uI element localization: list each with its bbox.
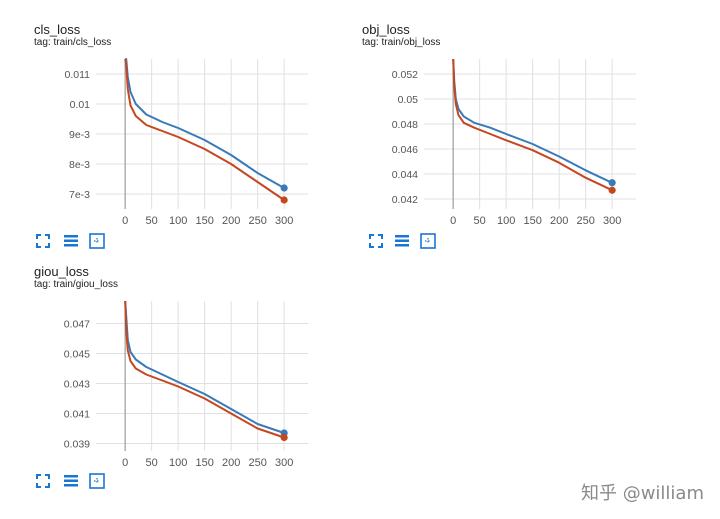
expand-icon[interactable] bbox=[34, 232, 52, 250]
y-tick-label: 0.048 bbox=[392, 119, 418, 131]
chart-title: giou_loss bbox=[34, 264, 89, 279]
expand-icon[interactable] bbox=[367, 232, 385, 250]
series-end-point bbox=[280, 196, 288, 204]
fit-domain-icon[interactable] bbox=[88, 232, 106, 250]
line-chart[interactable]: 0 50 100 150 200 250 300 0.039 0.041 0.043 0.045 0.… bbox=[34, 299, 312, 474]
x-tick-label: 150 bbox=[195, 457, 213, 469]
x-tick-label: 50 bbox=[146, 215, 158, 227]
y-tick-label: 7e-3 bbox=[69, 189, 90, 201]
x-tick-label: 0 bbox=[122, 215, 128, 227]
series-end-point bbox=[608, 186, 616, 194]
fit-domain-icon[interactable] bbox=[419, 232, 437, 250]
data-table-icon[interactable] bbox=[393, 232, 411, 250]
x-tick-label: 50 bbox=[146, 457, 158, 469]
y-tick-label: 0.052 bbox=[392, 69, 418, 81]
x-tick-label: 250 bbox=[576, 215, 594, 227]
y-tick-label: 0.045 bbox=[64, 349, 90, 361]
x-tick-label: 50 bbox=[474, 215, 486, 227]
fit-domain-icon[interactable] bbox=[88, 472, 106, 490]
x-tick-label: 100 bbox=[169, 457, 187, 469]
y-tick-label: 8e-3 bbox=[69, 159, 90, 171]
expand-icon[interactable] bbox=[34, 472, 52, 490]
x-tick-label: 200 bbox=[550, 215, 568, 227]
x-tick-label: 300 bbox=[275, 457, 293, 469]
data-table-icon[interactable] bbox=[62, 232, 80, 250]
chart-title: obj_loss bbox=[362, 22, 410, 37]
series-line bbox=[452, 58, 613, 192]
chart-tag: tag: train/obj_loss bbox=[362, 37, 441, 48]
y-tick-label: 0.01 bbox=[70, 99, 91, 111]
x-tick-label: 300 bbox=[603, 215, 621, 227]
chart-tag: tag: train/giou_loss bbox=[34, 279, 118, 290]
x-tick-label: 200 bbox=[222, 457, 240, 469]
watermark: 知乎 @william bbox=[580, 483, 704, 504]
x-tick-label: 100 bbox=[497, 215, 515, 227]
series-line bbox=[124, 58, 285, 201]
series-line bbox=[124, 300, 285, 439]
chart-tag: tag: train/cls_loss bbox=[34, 37, 112, 48]
x-tick-label: 200 bbox=[222, 215, 240, 227]
y-tick-label: 0.041 bbox=[64, 409, 90, 421]
x-tick-label: 250 bbox=[248, 215, 266, 227]
y-tick-label: 0.042 bbox=[392, 194, 418, 206]
y-tick-label: 0.043 bbox=[64, 379, 90, 391]
chart-title: cls_loss bbox=[34, 22, 81, 37]
y-tick-label: 0.044 bbox=[392, 169, 418, 181]
x-tick-label: 300 bbox=[275, 215, 293, 227]
series-end-point bbox=[280, 433, 288, 442]
series-end-point bbox=[608, 179, 616, 187]
x-tick-label: 150 bbox=[523, 215, 541, 227]
y-tick-label: 0.011 bbox=[65, 69, 91, 81]
y-tick-label: 0.046 bbox=[392, 144, 418, 156]
x-tick-label: 0 bbox=[122, 457, 128, 469]
y-tick-label: 0.047 bbox=[64, 319, 90, 331]
series-end-point bbox=[280, 184, 288, 192]
line-chart[interactable]: 0 50 100 150 200 250 300 0.042 0.044 0.046 0.048 0.… bbox=[362, 57, 640, 232]
y-tick-label: 0.039 bbox=[64, 439, 90, 451]
x-tick-label: 150 bbox=[195, 215, 213, 227]
x-tick-label: 100 bbox=[169, 215, 187, 227]
data-table-icon[interactable] bbox=[62, 472, 80, 490]
line-chart[interactable]: 0 50 100 150 200 250 300 7e-3 8e-3 9e-3 0.01 0.011 bbox=[34, 57, 312, 232]
y-tick-label: 9e-3 bbox=[69, 129, 90, 141]
y-tick-label: 0.05 bbox=[398, 94, 419, 106]
x-tick-label: 0 bbox=[450, 215, 456, 227]
x-tick-label: 250 bbox=[248, 457, 266, 469]
